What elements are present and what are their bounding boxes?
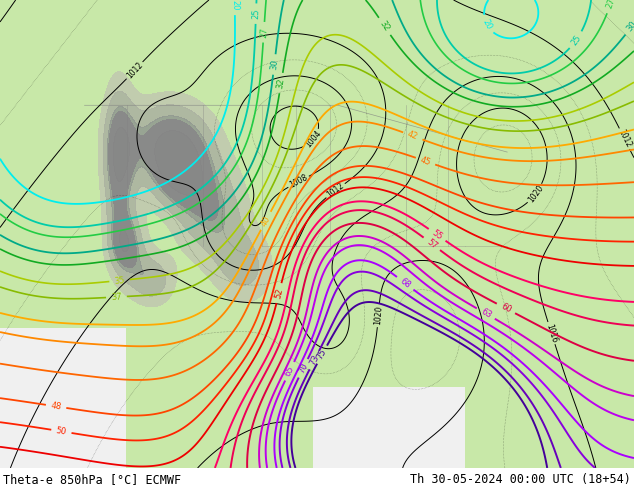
Text: 48: 48 <box>50 401 62 412</box>
Text: 32: 32 <box>378 20 391 33</box>
Text: 57: 57 <box>425 237 439 250</box>
Text: 30: 30 <box>269 59 280 70</box>
Text: 35: 35 <box>114 275 126 286</box>
Text: 25: 25 <box>569 33 583 47</box>
Text: 20: 20 <box>230 0 239 10</box>
Text: 25: 25 <box>251 8 261 19</box>
Text: 27: 27 <box>259 26 269 38</box>
Text: 1012: 1012 <box>325 181 346 200</box>
Text: 45: 45 <box>419 155 432 167</box>
Text: 70: 70 <box>297 362 309 375</box>
Text: 63: 63 <box>479 307 493 320</box>
Text: 75: 75 <box>316 348 328 362</box>
Text: 40: 40 <box>259 214 272 227</box>
Text: Theta-e 850hPa [°C] ECMWF: Theta-e 850hPa [°C] ECMWF <box>3 473 181 486</box>
Text: 50: 50 <box>56 426 67 437</box>
Text: 1004: 1004 <box>304 129 323 149</box>
Text: 1016: 1016 <box>544 322 559 343</box>
Text: 1020: 1020 <box>373 306 384 325</box>
Text: 65: 65 <box>283 365 296 378</box>
Text: 60: 60 <box>499 302 513 315</box>
Text: 1008: 1008 <box>288 173 309 190</box>
Text: Th 30-05-2024 00:00 UTC (18+54): Th 30-05-2024 00:00 UTC (18+54) <box>410 473 631 486</box>
Text: 32: 32 <box>276 77 287 89</box>
Text: 37: 37 <box>111 292 122 302</box>
Text: 1012: 1012 <box>125 60 145 80</box>
Text: 1012: 1012 <box>616 128 633 149</box>
Text: 68: 68 <box>398 276 412 290</box>
Text: 73: 73 <box>308 353 321 367</box>
Text: 30: 30 <box>625 20 634 33</box>
Text: 52: 52 <box>273 287 285 299</box>
Text: 20: 20 <box>481 18 493 31</box>
Text: 1020: 1020 <box>526 183 545 204</box>
Text: 27: 27 <box>605 0 617 10</box>
Text: 42: 42 <box>406 130 419 142</box>
Text: 55: 55 <box>430 228 444 242</box>
